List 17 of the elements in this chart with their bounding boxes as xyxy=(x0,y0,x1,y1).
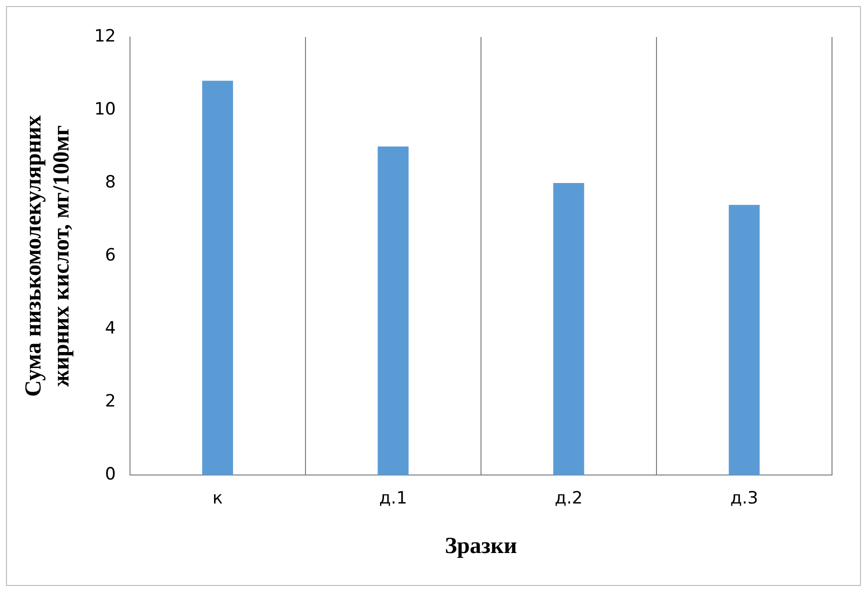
x-tick-label: к xyxy=(212,488,223,509)
bar xyxy=(553,183,584,475)
x-tick-label: д.3 xyxy=(730,488,758,509)
y-tick-label: 10 xyxy=(94,99,116,120)
y-tick-label: 0 xyxy=(105,464,116,484)
bar xyxy=(378,146,409,475)
bar xyxy=(202,80,234,475)
x-tick-label: д.1 xyxy=(379,488,408,509)
bar xyxy=(728,204,760,475)
x-tick-label: д.2 xyxy=(554,488,583,509)
y-axis-title: Сума низькомолекулярних жирних кислот, мг/100мг xyxy=(20,114,74,397)
y-tick-label: 2 xyxy=(105,391,116,412)
x-axis-title: Зразки xyxy=(444,533,518,558)
y-tick-label: 8 xyxy=(105,172,116,192)
y-tick-label: 6 xyxy=(105,245,116,266)
y-tick-label: 12 xyxy=(94,26,116,46)
y-tick-label: 4 xyxy=(105,318,116,338)
